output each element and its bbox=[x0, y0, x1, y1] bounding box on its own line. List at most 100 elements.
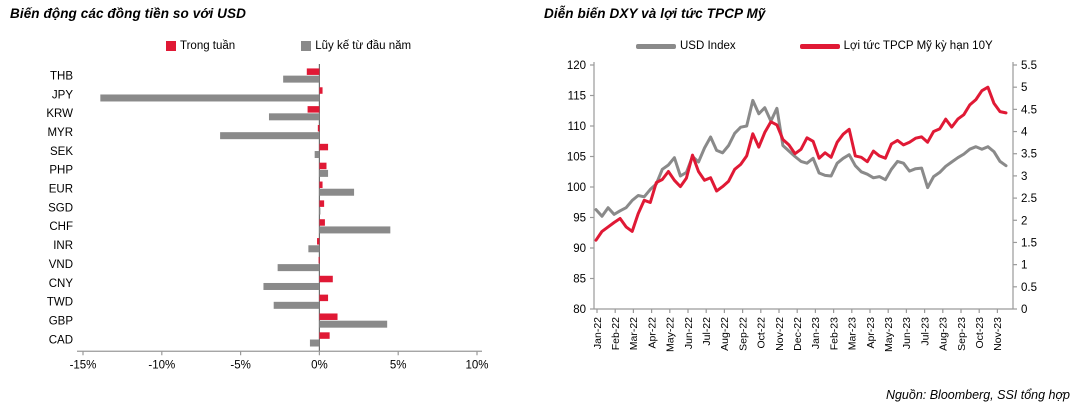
left-tick-label: 80 bbox=[573, 304, 586, 316]
bar-ytd bbox=[319, 226, 391, 234]
category-label: JPY bbox=[52, 89, 73, 101]
x-tick-label: 10% bbox=[465, 359, 488, 371]
category-label: SEK bbox=[50, 146, 73, 158]
left-tick-label: 100 bbox=[567, 182, 586, 194]
category-label: MYR bbox=[47, 127, 73, 139]
month-label: Jul-22 bbox=[701, 317, 713, 346]
ytd-legend-label: Lũy kế từ đầu năm bbox=[315, 40, 412, 52]
week-legend-label: Trong tuần bbox=[180, 40, 236, 52]
category-label: THB bbox=[50, 70, 73, 82]
category-label: GBP bbox=[49, 315, 74, 327]
bar-week bbox=[319, 87, 323, 94]
legend-item-yield: Lợi tức TPCP Mỹ kỳ hạn 10Y bbox=[799, 40, 993, 52]
month-label: Dec-22 bbox=[792, 317, 804, 351]
right-tick-label: 4 bbox=[1021, 127, 1028, 139]
x-tick-label: 5% bbox=[390, 359, 407, 371]
month-label: Oct-23 bbox=[974, 317, 986, 349]
bar-ytd bbox=[314, 151, 320, 159]
category-label: KRW bbox=[46, 108, 73, 120]
month-label: Jul-23 bbox=[919, 317, 931, 346]
right-tick-label: 5.5 bbox=[1021, 60, 1037, 72]
month-label: Oct-22 bbox=[756, 317, 768, 349]
left-tick-label: 110 bbox=[568, 121, 586, 133]
month-label: Nov-23 bbox=[992, 317, 1004, 351]
category-label: CAD bbox=[49, 334, 73, 346]
left-tick-label: 95 bbox=[573, 213, 586, 225]
bar-week bbox=[319, 143, 329, 151]
left-tick-label: 105 bbox=[567, 152, 586, 164]
usd-index-legend-swatch bbox=[636, 43, 676, 49]
left-tick-label: 115 bbox=[568, 91, 586, 103]
bar-ytd bbox=[319, 207, 321, 215]
bar-week bbox=[318, 256, 320, 264]
bar-week bbox=[319, 275, 333, 283]
month-label: Aug-22 bbox=[719, 317, 731, 351]
x-tick-label: 0% bbox=[311, 359, 328, 371]
x-tick-label: -5% bbox=[230, 359, 250, 371]
dxy-chart-legend: USD Index Lợi tức TPCP Mỹ kỳ hạn 10Y bbox=[636, 40, 993, 52]
usd-index-legend-label: USD Index bbox=[680, 40, 736, 52]
source-note: Nguồn: Bloomberg, SSI tổng hợp bbox=[885, 388, 1070, 402]
x-tick-label: -10% bbox=[148, 359, 175, 371]
usd-index-line bbox=[594, 98, 1008, 218]
month-label: Jan-22 bbox=[592, 317, 604, 349]
month-label: Apr-22 bbox=[646, 317, 658, 349]
yield-legend-label: Lợi tức TPCP Mỹ kỳ hạn 10Y bbox=[843, 40, 993, 52]
category-label: CHF bbox=[49, 221, 73, 233]
month-label: Feb-22 bbox=[610, 317, 622, 350]
month-label: Mar-23 bbox=[847, 317, 859, 350]
bar-week bbox=[317, 124, 320, 132]
month-label: Apr-23 bbox=[865, 317, 877, 349]
left-tick-label: 120 bbox=[567, 60, 586, 72]
month-label: Sep-23 bbox=[956, 317, 968, 351]
right-tick-label: 0.5 bbox=[1021, 282, 1037, 294]
month-label: Sep-22 bbox=[737, 317, 749, 351]
week-legend-swatch bbox=[166, 41, 176, 51]
right-tick-label: 3.5 bbox=[1021, 149, 1037, 161]
bar-week bbox=[319, 332, 330, 339]
month-label: Jan-23 bbox=[810, 317, 822, 349]
yield-line bbox=[594, 85, 1008, 242]
month-label: Feb-23 bbox=[828, 317, 840, 350]
bar-ytd bbox=[277, 264, 320, 272]
bar-week bbox=[319, 162, 327, 170]
category-label: TWD bbox=[47, 297, 73, 309]
bar-week bbox=[319, 294, 329, 302]
category-label: VND bbox=[49, 259, 73, 271]
left-tick-label: 90 bbox=[573, 243, 586, 255]
bar-week bbox=[319, 200, 325, 207]
dxy-chart-title: Diễn biến DXY và lợi tức TPCP Mỹ bbox=[544, 6, 766, 21]
currency-bar-chart: THB JPY KRW MYR SEK PHP EUR SGD CHF INR VND CNY TWD G… bbox=[46, 64, 489, 371]
bar-week bbox=[307, 106, 320, 113]
bar-ytd bbox=[309, 339, 320, 347]
right-tick-label: 2.5 bbox=[1021, 193, 1037, 205]
category-label: EUR bbox=[49, 184, 73, 196]
right-tick-label: 2 bbox=[1021, 215, 1027, 227]
bar-ytd bbox=[268, 113, 320, 121]
right-tick-label: 4.5 bbox=[1021, 104, 1037, 116]
right-tick-label: 1.5 bbox=[1021, 237, 1037, 249]
bar-ytd bbox=[263, 282, 320, 290]
bar-week bbox=[319, 313, 338, 320]
bar-week bbox=[319, 181, 323, 189]
month-label: May-22 bbox=[665, 317, 677, 352]
bar-week bbox=[306, 68, 320, 75]
bar-ytd bbox=[273, 301, 320, 309]
bar-ytd bbox=[283, 75, 320, 83]
right-tick-label: 0 bbox=[1021, 304, 1027, 316]
x-tick-label: -15% bbox=[70, 359, 97, 371]
month-label: Mar-22 bbox=[628, 317, 640, 350]
right-tick-label: 1 bbox=[1021, 260, 1027, 272]
month-label: Jun-23 bbox=[901, 317, 913, 349]
category-label: PHP bbox=[49, 165, 73, 177]
yield-legend-swatch bbox=[799, 43, 840, 49]
month-label: Nov-22 bbox=[774, 317, 786, 351]
category-label: CNY bbox=[49, 278, 74, 290]
legend-item-week: Trong tuần bbox=[166, 40, 235, 52]
currency-chart-title: Biến động các đồng tiền so với USD bbox=[10, 6, 246, 21]
bar-ytd bbox=[220, 132, 320, 140]
ytd-legend-swatch bbox=[301, 41, 312, 51]
category-label: SGD bbox=[48, 202, 73, 214]
right-tick-label: 3 bbox=[1021, 171, 1027, 183]
